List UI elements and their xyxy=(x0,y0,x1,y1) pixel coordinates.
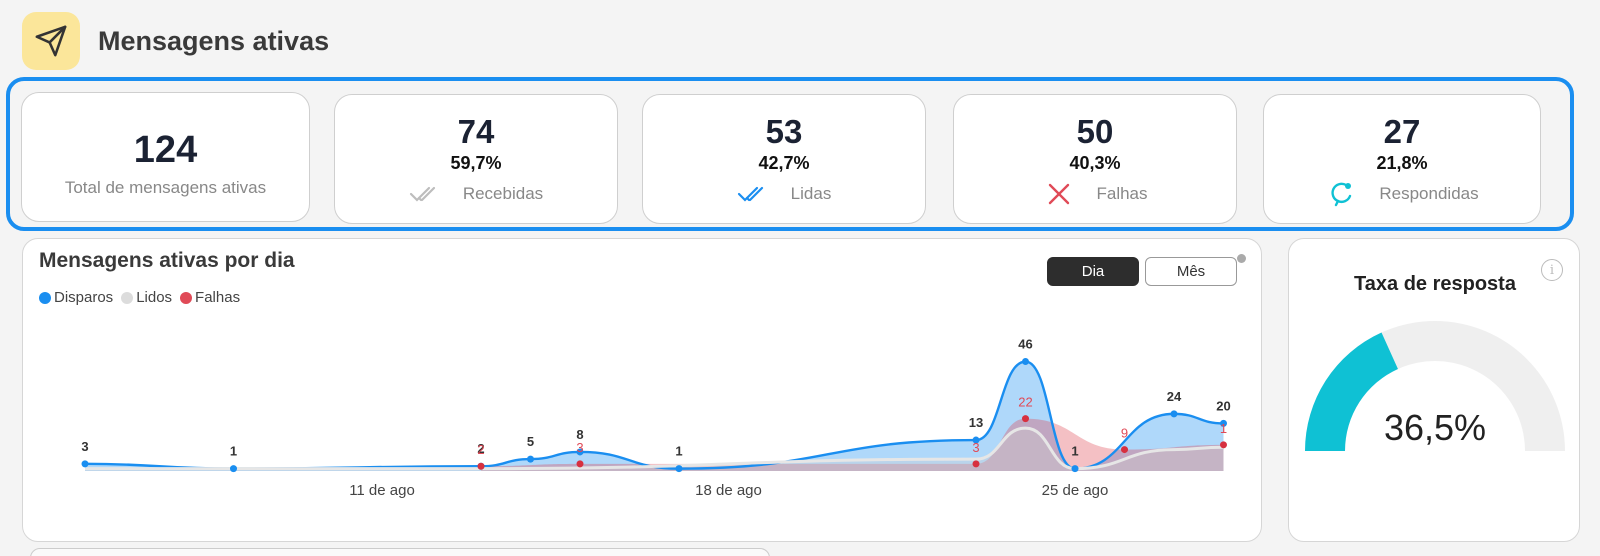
kpi-failed-pct: 40,3% xyxy=(1069,153,1121,173)
point-falhas xyxy=(1121,446,1128,454)
data-label-disparos: 46 xyxy=(1018,337,1032,352)
kpi-total-value: 124 xyxy=(133,129,198,171)
toggle-day-button[interactable]: Dia xyxy=(1047,257,1139,286)
kpi-replied-pct: 21,8% xyxy=(1376,153,1428,173)
point-falhas xyxy=(1022,415,1029,423)
gauge-value: 36,5% xyxy=(1383,407,1487,448)
chart-title: Mensagens ativas por dia xyxy=(39,249,295,272)
kpi-read-value: 53 xyxy=(765,113,803,150)
point-falhas xyxy=(1220,441,1227,449)
point-disparos xyxy=(527,455,534,463)
data-label-falhas: 1 xyxy=(1220,421,1227,436)
data-label-disparos: 20 xyxy=(1216,398,1230,413)
response-rate-panel: Taxa de resposta i 36,5% xyxy=(1288,238,1580,542)
point-falhas xyxy=(972,460,980,468)
chart-legend: Disparos Lidos Falhas xyxy=(39,289,244,306)
legend-item-falhas[interactable]: Falhas xyxy=(180,289,240,306)
series-area-disparos xyxy=(85,361,1224,471)
point-disparos xyxy=(1071,465,1079,473)
data-label-disparos: 24 xyxy=(1167,389,1182,404)
point-disparos xyxy=(1220,419,1227,427)
kpi-failed-label: Falhas xyxy=(1096,184,1148,203)
gauge-fill xyxy=(1305,332,1398,451)
data-label-disparos: 13 xyxy=(969,415,983,430)
legend-label: Disparos xyxy=(54,289,114,306)
point-disparos xyxy=(81,460,89,468)
kpi-selection-highlight xyxy=(6,77,1574,231)
paper-plane-icon xyxy=(22,12,80,70)
double-check-gray-icon xyxy=(409,182,443,206)
data-label-falhas: 9 xyxy=(1121,426,1128,441)
legend-dot xyxy=(180,291,193,304)
kpi-received-label: Recebidas xyxy=(462,184,544,203)
double-check-blue-icon xyxy=(737,182,771,206)
data-label-disparos: 3 xyxy=(81,439,88,454)
kpi-replied-label: Respondidas xyxy=(1379,184,1479,203)
point-disparos xyxy=(576,448,584,456)
data-label-disparos: 8 xyxy=(576,427,583,442)
rate-title: Taxa de resposta xyxy=(1354,273,1516,295)
legend-item-disparos[interactable]: Disparos xyxy=(39,289,113,306)
kpi-card-failed: 50 40,3% Falhas xyxy=(953,94,1237,224)
kpi-read-pct: 42,7% xyxy=(758,153,810,173)
series-line-lidos xyxy=(84,426,1224,471)
menu-dot-icon[interactable] xyxy=(1237,254,1246,263)
point-disparos xyxy=(1022,358,1029,366)
data-label-disparos: 5 xyxy=(527,434,534,449)
point-disparos xyxy=(1170,410,1178,418)
chat-bubble-icon xyxy=(1325,182,1359,207)
kpi-failed-value: 50 xyxy=(1076,113,1114,150)
kpi-card-read: 53 42,7% Lidas xyxy=(642,94,926,224)
point-disparos xyxy=(675,465,683,473)
kpi-received-value: 74 xyxy=(457,113,495,150)
page-header: Mensagens ativas xyxy=(22,12,329,70)
x-tick-label: 18 de ago xyxy=(695,482,762,499)
x-tick-label: 25 de ago xyxy=(1042,482,1109,499)
info-icon[interactable]: i xyxy=(1541,259,1563,281)
data-label-disparos: 1 xyxy=(675,444,682,459)
point-falhas xyxy=(576,460,584,468)
data-label-falhas: 3 xyxy=(576,440,583,455)
kpi-card-received: 74 59,7% Recebidas xyxy=(334,94,618,224)
point-disparos xyxy=(972,436,980,444)
legend-dot xyxy=(39,291,51,304)
kpi-card-replied: 27 21,8% Respondidas xyxy=(1263,94,1541,224)
kpi-read-label: Lidas xyxy=(790,184,832,203)
kpi-card-total: 124 Total de mensagens ativas xyxy=(21,92,310,222)
gauge-chart xyxy=(1305,320,1565,451)
legend-label: Lidos xyxy=(136,289,173,306)
point-falhas xyxy=(477,462,485,470)
legend-item-lidos[interactable]: Lidos xyxy=(121,289,172,306)
kpi-replied-value: 27 xyxy=(1383,113,1421,150)
toggle-month-button[interactable]: Mês xyxy=(1145,257,1237,286)
x-tick-label: 11 de ago xyxy=(349,482,415,499)
data-label-disparos: 1 xyxy=(230,444,237,459)
data-label-disparos: 1 xyxy=(1071,444,1078,459)
page-title: Mensagens ativas xyxy=(98,25,330,56)
kpi-received-pct: 59,7% xyxy=(450,153,502,173)
kpi-total-label: Total de mensagens ativas xyxy=(64,178,267,197)
data-label-falhas: 22 xyxy=(1018,395,1032,410)
legend-label: Falhas xyxy=(195,289,241,306)
x-mark-icon xyxy=(1042,182,1076,206)
chart-panel: Mensagens ativas por dia Disparos Lidos … xyxy=(22,238,1262,542)
data-label-falhas: 3 xyxy=(972,440,979,455)
data-label-falhas: 2 xyxy=(477,442,484,457)
point-disparos xyxy=(230,465,237,473)
legend-dot xyxy=(121,291,134,304)
next-panel-edge xyxy=(30,548,770,556)
data-label-disparos: 2 xyxy=(477,441,484,456)
